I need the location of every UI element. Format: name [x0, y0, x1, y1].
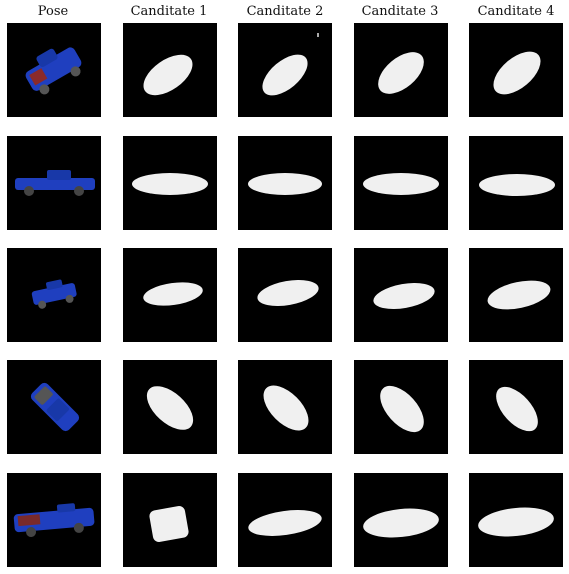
candidate-1-row-2 [123, 136, 217, 230]
candidate-3-row-2 [354, 136, 448, 230]
candidate-3-row-1 [354, 23, 448, 117]
column-title-pose: Pose [37, 4, 69, 19]
column-title-candidate-2: Canditate 2 [246, 4, 324, 19]
candidate-3-row-4 [354, 360, 448, 454]
candidate-4-row-5 [469, 473, 563, 567]
pose-image-row-5 [7, 473, 101, 567]
pose-image-row-4 [7, 360, 101, 454]
candidate-4-row-2 [469, 136, 563, 230]
pose-image-row-1 [7, 23, 101, 117]
candidate-4-row-1 [469, 23, 563, 117]
candidate-3-row-3 [354, 248, 448, 342]
candidate-4-row-4 [469, 360, 563, 454]
candidate-1-row-4 [123, 360, 217, 454]
candidate-1-row-5 [123, 473, 217, 567]
candidate-2-row-1 [238, 23, 332, 117]
pose-image-row-2 [7, 136, 101, 230]
column-title-candidate-4: Canditate 4 [477, 4, 555, 19]
column-title-candidate-1: Canditate 1 [130, 4, 208, 19]
candidate-2-row-5 [238, 473, 332, 567]
candidate-1-row-1 [123, 23, 217, 117]
pose-image-row-3 [7, 248, 101, 342]
candidate-3-row-5 [354, 473, 448, 567]
column-title-candidate-3: Canditate 3 [361, 4, 439, 19]
candidate-1-row-3 [123, 248, 217, 342]
candidate-2-row-4 [238, 360, 332, 454]
candidate-2-row-3 [238, 248, 332, 342]
candidate-2-row-2 [238, 136, 332, 230]
candidate-4-row-3 [469, 248, 563, 342]
